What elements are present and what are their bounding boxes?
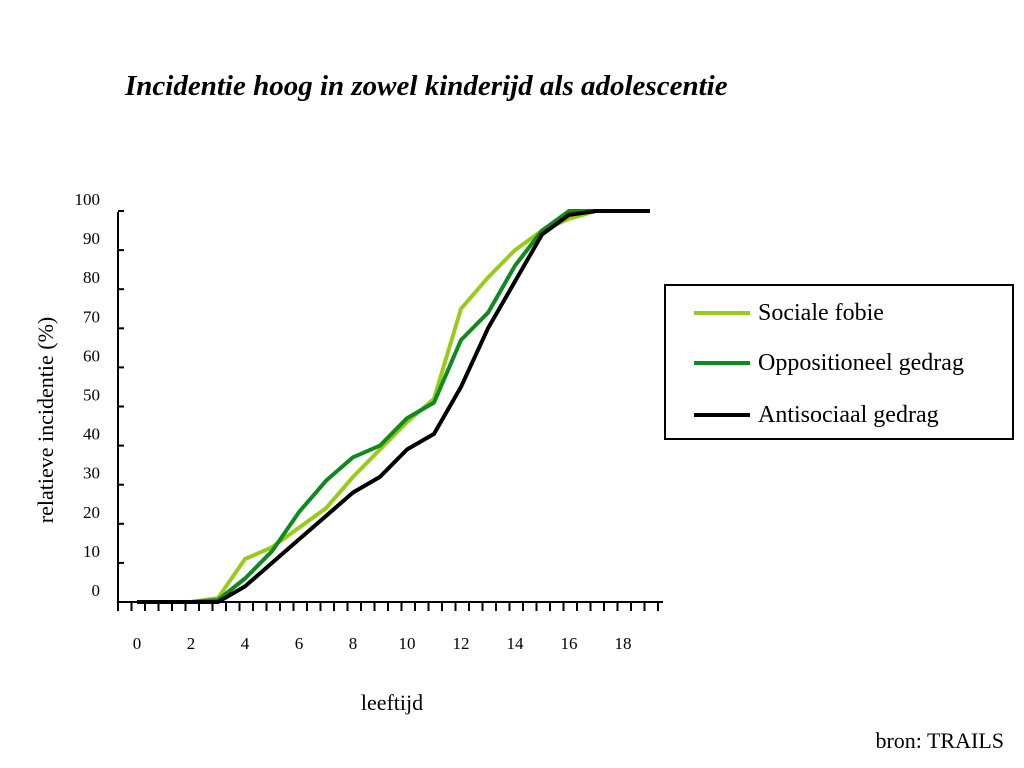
y-tick-label: 0 xyxy=(92,581,101,600)
legend-label-oppositioneel-gedrag: Oppositioneel gedrag xyxy=(758,349,964,376)
chart-axes xyxy=(117,212,663,603)
legend-swatch-antisociaal-gedrag xyxy=(694,413,750,417)
chart-title: Incidentie hoog in zowel kinderijd als a… xyxy=(125,70,728,102)
y-tick-label: 20 xyxy=(83,503,100,522)
y-tick-label: 100 xyxy=(75,190,101,209)
series-line-oppositioneel-gedrag xyxy=(137,209,650,604)
y-axis-label: relatieve incidentie (%) xyxy=(33,316,58,524)
y-tick-label: 90 xyxy=(83,229,100,248)
legend-label-antisociaal-gedrag: Antisociaal gedrag xyxy=(758,401,939,428)
x-tick-label: 4 xyxy=(241,634,250,653)
y-tick-label: 50 xyxy=(83,386,100,405)
chart-legend: Sociale fobie Oppositioneel gedrag Antis… xyxy=(664,284,1014,440)
y-tick-label: 70 xyxy=(83,307,100,326)
x-tick-label: 18 xyxy=(615,634,632,653)
series-line-antisociaal-gedrag xyxy=(137,209,650,604)
x-tick-label: 8 xyxy=(349,634,358,653)
x-tick-label: 10 xyxy=(399,634,416,653)
series-line-sociale-fobie xyxy=(137,209,650,604)
source-note: bron: TRAILS xyxy=(875,728,1004,753)
legend-swatch-sociale-fobie xyxy=(694,311,750,315)
chart-ticks: 0 10 20 30 40 50 60 70 80 90 100 0 2 4 6 8 10 12 14 16 18 xyxy=(75,190,659,653)
x-tick-label: 12 xyxy=(453,634,470,653)
legend-item-sociale-fobie: Sociale fobie xyxy=(694,298,884,328)
y-tick-label: 30 xyxy=(83,464,100,483)
y-tick-label: 60 xyxy=(83,346,100,365)
legend-label-sociale-fobie: Sociale fobie xyxy=(758,299,884,326)
legend-item-antisociaal-gedrag: Antisociaal gedrag xyxy=(694,400,939,430)
x-tick-label: 0 xyxy=(133,634,142,653)
x-tick-label: 6 xyxy=(295,634,304,653)
y-tick-label: 10 xyxy=(83,542,100,561)
x-axis-label: leeftijd xyxy=(360,690,424,715)
legend-item-oppositioneel-gedrag: Oppositioneel gedrag xyxy=(694,348,964,378)
y-tick-label: 80 xyxy=(83,268,100,287)
chart-series xyxy=(137,209,650,604)
x-tick-label: 14 xyxy=(507,634,525,653)
y-tick-label: 40 xyxy=(83,425,100,444)
x-tick-label: 2 xyxy=(187,634,196,653)
legend-swatch-oppositioneel-gedrag xyxy=(694,361,750,365)
x-tick-label: 16 xyxy=(561,634,578,653)
